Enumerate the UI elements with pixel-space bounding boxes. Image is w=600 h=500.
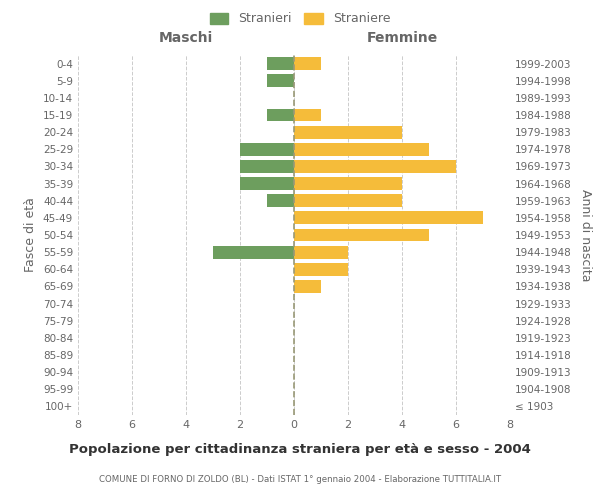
Bar	[294, 280, 321, 293]
Bar	[294, 126, 402, 138]
Bar	[240, 143, 294, 156]
Bar	[294, 212, 483, 224]
Legend: Stranieri, Straniere: Stranieri, Straniere	[206, 8, 394, 29]
Text: Maschi: Maschi	[159, 30, 213, 44]
Bar	[267, 74, 294, 87]
Bar	[294, 177, 402, 190]
Bar	[294, 263, 348, 276]
Y-axis label: Anni di nascita: Anni di nascita	[578, 188, 592, 281]
Bar	[294, 108, 321, 122]
Text: Femmine: Femmine	[367, 30, 437, 44]
Text: COMUNE DI FORNO DI ZOLDO (BL) - Dati ISTAT 1° gennaio 2004 - Elaborazione TUTTIT: COMUNE DI FORNO DI ZOLDO (BL) - Dati IST…	[99, 476, 501, 484]
Bar	[294, 57, 321, 70]
Text: Popolazione per cittadinanza straniera per età e sesso - 2004: Popolazione per cittadinanza straniera p…	[69, 444, 531, 456]
Bar	[294, 160, 456, 173]
Bar	[267, 194, 294, 207]
Y-axis label: Fasce di età: Fasce di età	[25, 198, 37, 272]
Bar	[294, 143, 429, 156]
Bar	[267, 57, 294, 70]
Bar	[240, 177, 294, 190]
Bar	[267, 108, 294, 122]
Bar	[294, 246, 348, 258]
Bar	[294, 194, 402, 207]
Bar	[294, 228, 429, 241]
Bar	[240, 160, 294, 173]
Bar	[213, 246, 294, 258]
